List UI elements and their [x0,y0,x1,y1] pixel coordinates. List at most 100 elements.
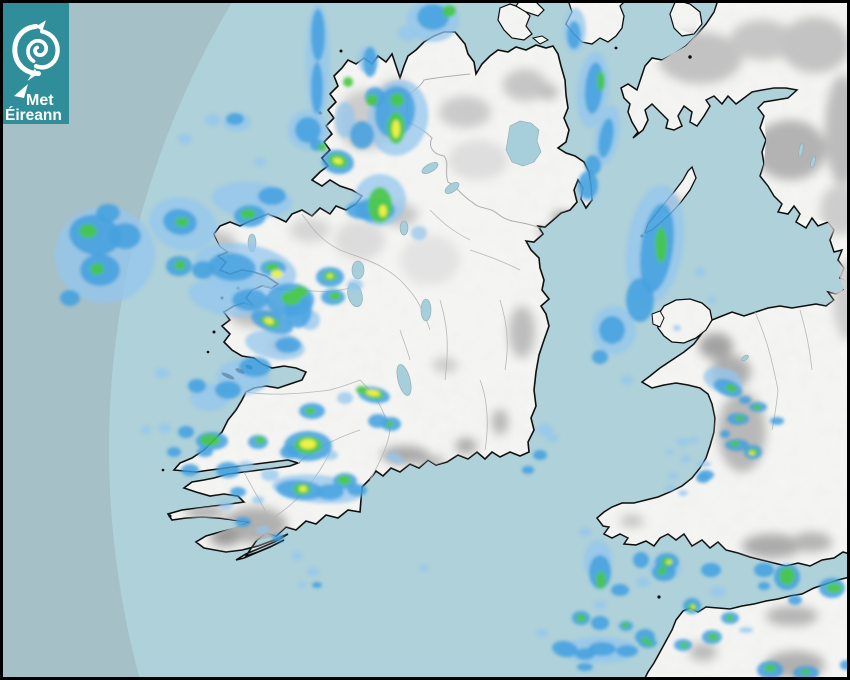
radar-cell-moderate [417,4,449,30]
radar-cell-moderate [235,517,251,527]
radar-cell-moderate [232,289,268,311]
radar-cell-light [636,577,650,587]
brand-logo: Met Éireann [3,3,69,124]
radar-cell-heavy [386,421,394,427]
radar-cell-heavy [725,383,737,393]
radar-cell-moderate [215,381,241,399]
radar-cell-light [697,461,711,467]
radar-cell-heavy [576,614,586,622]
radar-cell-heavy [175,217,189,227]
radar-cell-moderate [633,552,649,568]
radar-cell-moderate [588,642,616,656]
radar-cell-moderate [216,462,240,478]
radar-cell-light [386,452,404,464]
radar-cell-light [688,437,698,443]
radar-cell-heavy [726,615,734,621]
radar-cell-light [141,426,151,434]
radar-cell-light [710,587,726,597]
radar-cell-heavy [800,669,810,675]
radar-cell-heavy [735,415,745,421]
lakes [247,120,816,396]
radar-cell-heavy [174,260,186,270]
radar-cell-moderate [585,155,601,175]
radar-cell-light [419,565,429,571]
radar-cell-moderate [350,121,374,149]
radar-cell-intense [300,439,316,449]
radar-cell-heavy [621,622,629,628]
radar-cell-moderate [598,118,614,158]
radar-cell-heavy [596,571,606,589]
radar-cell-moderate [347,484,367,496]
radar-cell-heavy [368,187,392,223]
radar-cell-heavy [337,475,351,485]
radar-cell-moderate [258,187,286,205]
radar-cell-intense [327,274,333,278]
radar-cell-moderate [552,640,578,658]
radar-cell-moderate [522,466,534,474]
radar-cell-moderate [60,290,80,306]
radar-cell-light [621,375,633,385]
radar-cell-moderate [181,464,199,476]
radar-cell-light [155,368,169,378]
radar-cell-moderate [567,21,581,49]
radar-cell-moderate [374,86,416,138]
logo-background [3,3,69,124]
radar-cell-heavy [753,404,761,410]
radar-cell-light [307,568,319,576]
logo-text-line1: Met [26,92,54,109]
logo-text-line2: Éireann [5,107,62,124]
radar-cell-moderate [788,595,802,605]
radar-cell-moderate [230,487,246,497]
radar-cell-moderate [167,447,181,457]
radar-cell-light [411,226,427,240]
radar-cell-heavy [200,434,220,446]
radar-cell-light [594,601,606,609]
radar-cell-moderate [311,62,323,114]
logo-spiral-tail [14,84,28,98]
radar-cell-light [298,582,306,588]
radar-cell-moderate [280,445,300,459]
radar-cell-light [546,434,558,442]
radar-cell-moderate [616,645,638,657]
radar-cell-moderate [591,616,609,630]
radar-cell-heavy [680,642,688,648]
radar-cell-moderate [208,252,256,282]
radar-cell-light [695,268,705,276]
radar-cell-light [398,25,418,41]
radar-cell-moderate [275,337,301,353]
radar-cell-intense [366,389,380,397]
radar-cell-moderate [578,171,598,199]
radar-cell-light [347,279,363,291]
radar-cell-light [219,500,233,510]
radar-cell-heavy [442,5,456,17]
radar-cell-moderate [626,278,654,322]
radar-cell-heavy [79,224,97,238]
radar-cell-intense [299,486,307,492]
radar-cell-heavy [764,664,776,672]
radar-cell-moderate [188,379,206,393]
radar-cell-light [536,629,548,637]
radar-cell-light [159,423,171,433]
radar-cell-moderate [533,450,547,460]
radar-cell-light [335,102,355,138]
radar-cell-light [178,134,192,144]
radar-cell-heavy [343,77,353,87]
radar-cell-moderate [577,663,593,671]
radar-cell-moderate [295,117,321,143]
radar-cell-heavy [390,93,404,107]
radar-cell-intense [379,205,387,217]
radar-cell-light [261,469,279,481]
radar-cell-heavy [645,640,653,646]
radar-cell-heavy [90,263,104,275]
radar-cell-moderate [311,9,325,61]
radar-cell-heavy [318,143,326,151]
radar-cell-light [205,114,221,126]
radar-cell-moderate [739,396,751,404]
radar-cell-moderate [239,357,271,377]
radar-cell-intense [666,560,672,564]
radar-cell-intense [333,157,343,165]
radar-cell-moderate [599,316,625,344]
